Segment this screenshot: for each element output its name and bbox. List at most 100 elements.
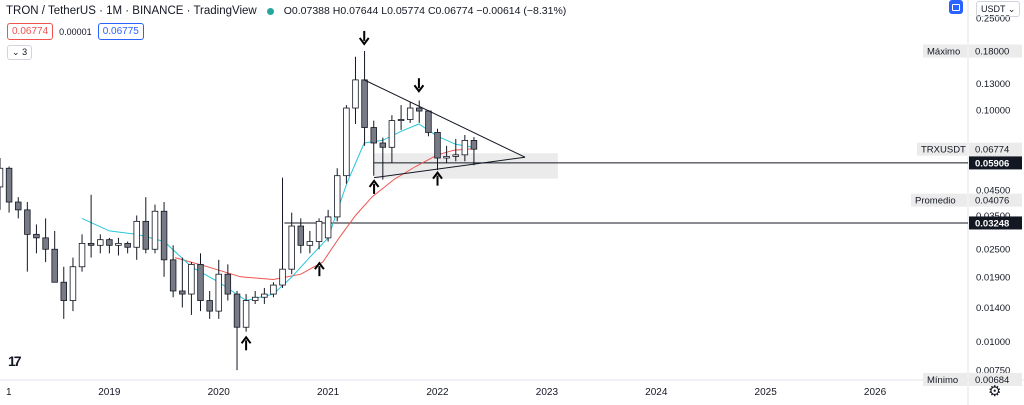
snapshot-icon[interactable] xyxy=(949,0,963,14)
y-tick-label: 0.10000 xyxy=(976,106,1010,117)
candle xyxy=(270,282,277,298)
candle-body xyxy=(434,132,441,159)
candle xyxy=(179,257,186,308)
candle xyxy=(434,128,441,171)
arrow-down-icon xyxy=(358,30,370,46)
candle-body xyxy=(261,293,268,298)
y-tick-label: 0.04500 xyxy=(976,186,1010,197)
candle-body xyxy=(142,220,150,250)
candle xyxy=(352,56,359,125)
candle-body xyxy=(425,110,432,133)
trade-buttons: 0.06774 0.00001 0.06775 xyxy=(7,23,144,40)
indicator-count: 3 xyxy=(22,47,28,57)
price-label: 0.00684 Mínimo xyxy=(923,372,1022,386)
arrow-annotations xyxy=(240,30,443,351)
candle-body xyxy=(197,263,204,301)
price-label-tag: Promedio xyxy=(915,196,956,207)
candle-body xyxy=(78,242,86,268)
candle-body xyxy=(0,167,4,188)
candle-body xyxy=(5,167,13,203)
chevron-down-icon: ⌄ xyxy=(1007,4,1016,14)
x-tick-label: 1 xyxy=(6,387,12,398)
indicators-toggle[interactable]: ⌄ 3 xyxy=(7,45,33,60)
arrow-up-icon xyxy=(314,261,325,277)
x-tick-label: 2023 xyxy=(536,387,559,398)
candle-body xyxy=(206,300,213,312)
candle xyxy=(297,218,305,254)
candles xyxy=(0,50,478,371)
currency-label: USDT xyxy=(981,4,1006,14)
y-tick-label: 0.13000 xyxy=(976,79,1010,90)
x-tick-label: 2025 xyxy=(755,387,778,398)
x-tick-label: 2020 xyxy=(208,387,231,398)
y-tick-label: 0.01900 xyxy=(976,272,1010,283)
candle xyxy=(115,237,122,256)
x-tick-label: 2024 xyxy=(645,387,668,398)
candle xyxy=(5,166,13,213)
time-axis[interactable]: 1 2019 2020 2021 2022 2023 2024 2025 2026 xyxy=(6,387,887,398)
chart-header: TRON / TetherUS · 1M · BINANCE · Trading… xyxy=(6,3,566,19)
tradingview-logo-icon: 17 xyxy=(8,353,22,369)
arrow-head xyxy=(413,84,425,93)
candle-body xyxy=(288,225,295,270)
candle xyxy=(215,259,222,319)
symbol-title[interactable]: TRON / TetherUS · 1M · BINANCE · Trading… xyxy=(6,5,257,17)
candle-body xyxy=(416,107,423,112)
candle xyxy=(151,204,159,254)
buy-price-button[interactable]: 0.06775 xyxy=(97,23,144,40)
candle-body xyxy=(251,296,259,301)
candle-body xyxy=(42,237,49,250)
candle-body xyxy=(397,119,405,122)
candle xyxy=(0,158,4,210)
candle-body xyxy=(306,241,314,246)
trendline xyxy=(374,156,526,179)
support-zone-rect xyxy=(374,153,558,179)
price-label-value: 0.03248 xyxy=(975,218,1009,229)
candle-body xyxy=(69,266,77,301)
candle xyxy=(315,218,323,250)
candle xyxy=(33,224,40,254)
price-label: 0.04076 Promedio xyxy=(911,193,1022,207)
currency-select[interactable]: USDT ⌄ xyxy=(976,1,1021,17)
candle xyxy=(160,202,168,277)
candle xyxy=(69,257,77,312)
price-label: 0.05906 xyxy=(969,156,1022,170)
candle xyxy=(124,241,131,254)
price-label-tag: TRXUSDT xyxy=(921,145,966,156)
candle-body xyxy=(224,273,232,295)
ema-short-line xyxy=(81,123,474,302)
candle xyxy=(343,105,350,184)
sell-price-button[interactable]: 0.06774 xyxy=(7,23,54,40)
candle xyxy=(406,102,414,123)
y-tick-label: 0.03500 xyxy=(976,211,1010,222)
arrow-head xyxy=(368,179,380,188)
candle xyxy=(333,168,341,222)
candle xyxy=(251,290,259,304)
candle-body xyxy=(51,248,58,283)
candle-body xyxy=(151,210,159,250)
candle-body xyxy=(379,142,387,148)
price-label-bg xyxy=(969,44,1022,58)
candle xyxy=(233,290,241,371)
x-tick-label: 2021 xyxy=(317,387,340,398)
gear-icon[interactable]: ⚙ xyxy=(988,383,1002,400)
candle-body xyxy=(461,139,469,156)
candle xyxy=(24,202,31,272)
arrow-head xyxy=(432,170,443,180)
price-label: 0.18000 Máximo xyxy=(923,44,1022,58)
arrow-head xyxy=(314,261,325,270)
candle-body xyxy=(270,284,277,295)
price-label-bg xyxy=(969,156,1022,170)
candle xyxy=(242,294,250,332)
price-label-tag-bg xyxy=(923,44,967,58)
candle xyxy=(106,237,113,254)
candle-body xyxy=(160,210,168,261)
price-label-bg xyxy=(969,142,1022,156)
trendline xyxy=(364,79,526,158)
ohlc-readout: O0.07388 H0.07644 L0.05774 C0.06774 −0.0… xyxy=(283,5,567,17)
candle xyxy=(416,100,423,123)
candle-body xyxy=(15,201,22,211)
candle xyxy=(142,197,150,254)
